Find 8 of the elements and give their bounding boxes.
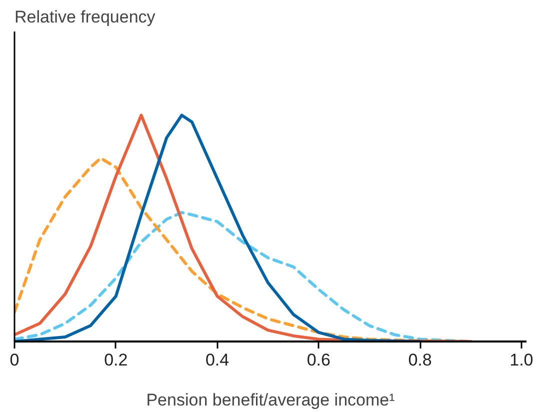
text: Relative frequency — [14, 8, 156, 26]
x-tick-label: 0.2 — [104, 350, 128, 370]
x-tick-label: 0.6 — [306, 350, 330, 370]
x-tick-label: 1.0 — [510, 350, 534, 370]
x-tick-label: 0 — [10, 350, 20, 370]
x-tick-label: 0.8 — [408, 350, 432, 370]
x-axis-title: Pension benefit/average income¹ — [146, 390, 396, 410]
x-tick-label: 0.4 — [205, 350, 230, 370]
